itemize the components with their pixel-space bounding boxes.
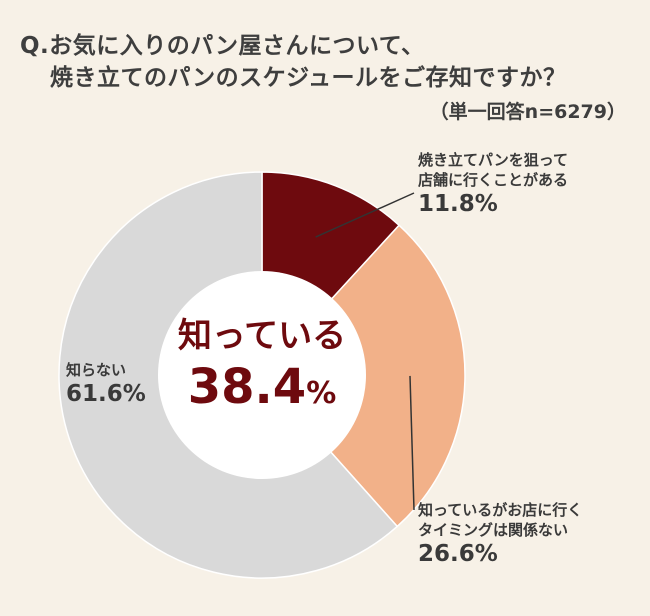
donut-hole <box>158 271 366 479</box>
slice-label-know-not-timing: 知っているがお店に行く タイミングは関係ない 26.6% <box>418 500 582 568</box>
sample-note: （単一回答n=6279） <box>429 101 626 123</box>
slice-value-text: 26.6% <box>418 541 498 567</box>
slice-label-bake-targeting: 焼き立てパンを狙って 店舗に行くことがある 11.8% <box>418 150 568 218</box>
slice-label-dont-know: 知らない 61.6% <box>66 360 146 408</box>
slice-label-line: 知らない <box>66 361 127 379</box>
center-value-unit: % <box>306 376 337 411</box>
slice-label-line: 店舗に行くことがある <box>418 171 569 189</box>
slice-value-text: 11.8% <box>418 191 498 217</box>
center-value-number: 38.4 <box>187 359 307 415</box>
slice-value-text: 61.6% <box>66 381 146 407</box>
leader-line-slice-0 <box>315 192 415 238</box>
slice-label-line: 知っているがお店に行く <box>418 501 583 519</box>
center-value: 38.4% <box>162 358 362 423</box>
slice-label-line: タイミングは関係ない <box>418 521 569 539</box>
chart-title: Q.お気に入りのパン屋さんについて、 焼き立てのパンのスケジュールをご存知ですか… <box>20 30 640 94</box>
center-label: 知っている <box>177 316 347 356</box>
question-line-2: 焼き立てのパンのスケジュールをご存知ですか？ <box>50 65 567 91</box>
slice-label-line: 焼き立てパンを狙って <box>418 151 569 169</box>
center-summary: 知っている 38.4% <box>162 314 362 423</box>
question-line-1: Q.お気に入りのパン屋さんについて、 <box>20 33 425 59</box>
leader-line-slice-1 <box>409 375 415 511</box>
